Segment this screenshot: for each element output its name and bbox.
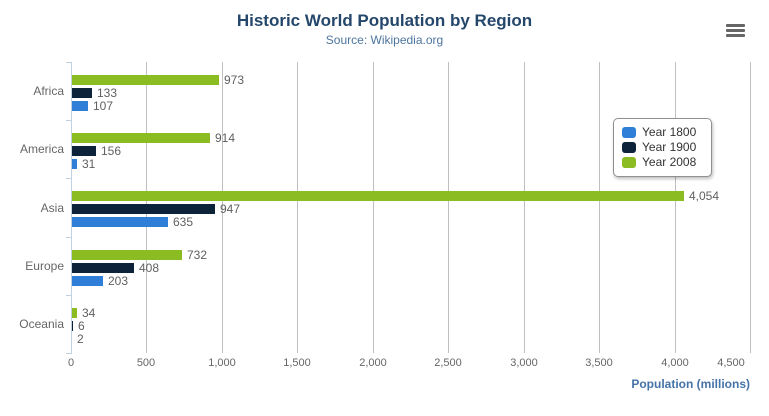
data-label: 31 — [82, 157, 96, 171]
data-label: 6 — [78, 319, 85, 333]
category-axis-tick — [66, 237, 71, 238]
category-axis-tick — [66, 120, 71, 121]
bar-europe-year-2008[interactable] — [72, 250, 182, 260]
bar-europe-year-1800[interactable] — [72, 276, 103, 286]
chart-subtitle: Source: Wikipedia.org — [325, 33, 444, 47]
data-label: 635 — [173, 215, 194, 229]
bar-asia-year-1900[interactable] — [72, 204, 215, 214]
legend-item-year-1800[interactable]: Year 1800 — [622, 125, 711, 140]
category-label: Africa — [33, 84, 64, 98]
data-label: 156 — [101, 144, 122, 158]
data-label: 4,054 — [689, 189, 720, 203]
gridline — [373, 62, 374, 353]
bar-america-year-2008[interactable] — [72, 133, 210, 143]
gridline — [222, 62, 223, 353]
bar-europe-year-1900[interactable] — [72, 263, 134, 273]
legend: Year 1800 Year 1900 Year 2008 — [613, 118, 712, 177]
category-axis-tick — [66, 353, 71, 354]
gridline — [524, 62, 525, 353]
category-axis-tick — [66, 295, 71, 296]
legend-item-label: Year 1900 — [642, 140, 697, 154]
data-label: 947 — [220, 202, 241, 216]
chart-title: Historic World Population by Region — [236, 11, 533, 30]
category-axis-tick — [66, 178, 71, 179]
data-label: 107 — [93, 99, 114, 113]
category-label: Asia — [40, 201, 64, 215]
gridline — [599, 62, 600, 353]
category-label: Oceania — [19, 317, 64, 331]
data-label: 203 — [108, 274, 129, 288]
gridline — [448, 62, 449, 353]
gridline — [750, 62, 751, 353]
bar-asia-year-1800[interactable] — [72, 217, 168, 227]
x-axis-tick-label: 2,500 — [434, 357, 462, 369]
bar-asia-year-2008[interactable] — [72, 191, 684, 201]
data-label: 133 — [97, 86, 118, 100]
bar-oceania-year-2008[interactable] — [72, 308, 77, 318]
data-label: 34 — [82, 306, 96, 320]
bar-america-year-1800[interactable] — [72, 159, 77, 169]
bar-america-year-1900[interactable] — [72, 146, 96, 156]
x-axis-tick-label: 1,500 — [283, 357, 311, 369]
gridline — [297, 62, 298, 353]
hamburger-menu-icon — [726, 23, 748, 37]
gridline — [675, 62, 676, 353]
category-axis-line — [71, 62, 72, 354]
data-label: 914 — [215, 131, 236, 145]
data-label: 732 — [187, 248, 208, 262]
x-axis-tick-label: 3,000 — [510, 357, 538, 369]
x-axis-title: Population (millions) — [631, 377, 750, 391]
category-label: America — [19, 142, 64, 156]
category-label: Europe — [25, 259, 64, 273]
data-label: 973 — [224, 73, 245, 87]
legend-item-year-2008[interactable]: Year 2008 — [622, 155, 711, 170]
category-axis-tick — [66, 62, 71, 63]
data-label: 2 — [77, 332, 84, 346]
chart-context-menu-button[interactable] — [722, 18, 752, 44]
bar-africa-year-1900[interactable] — [72, 88, 92, 98]
legend-item-year-1900[interactable]: Year 1900 — [622, 140, 711, 155]
x-axis-tick-label: 500 — [136, 357, 156, 369]
bar-oceania-year-1900[interactable] — [72, 321, 73, 331]
legend-item-label: Year 2008 — [642, 155, 697, 169]
x-axis-tick-label: 4,000 — [661, 357, 689, 369]
x-axis-tick-label: 3,500 — [585, 357, 613, 369]
legend-symbol — [622, 127, 636, 138]
x-axis-tick-label: 4,500 — [717, 357, 745, 369]
data-label: 408 — [139, 261, 160, 275]
x-axis-tick-label: 0 — [67, 357, 75, 369]
legend-item-label: Year 1800 — [642, 125, 697, 139]
legend-symbol — [622, 142, 636, 153]
bar-africa-year-2008[interactable] — [72, 75, 219, 85]
x-axis-tick-label: 2,000 — [359, 357, 387, 369]
bar-africa-year-1800[interactable] — [72, 101, 88, 111]
legend-symbol — [622, 157, 636, 168]
x-axis-tick-label: 1,000 — [208, 357, 236, 369]
